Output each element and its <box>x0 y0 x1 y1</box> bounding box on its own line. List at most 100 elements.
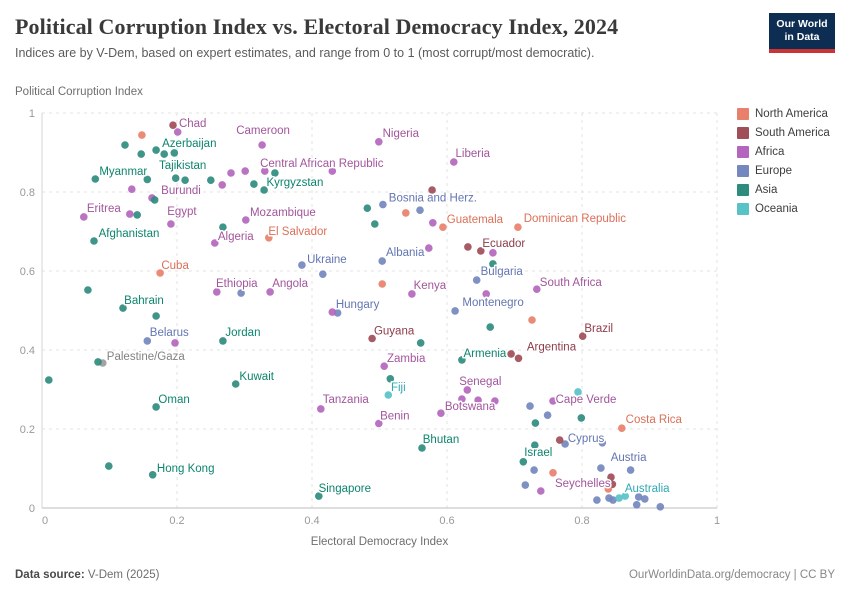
data-point-central-african-republic[interactable] <box>261 167 269 175</box>
data-point[interactable] <box>429 219 437 227</box>
country-label[interactable]: Dominican Republic <box>522 212 628 227</box>
country-label[interactable]: Kenya <box>412 278 448 293</box>
country-label[interactable]: Liberia <box>454 147 492 162</box>
data-point-liberia[interactable] <box>450 158 458 166</box>
data-point[interactable] <box>521 481 530 489</box>
country-label[interactable]: Algeria <box>216 230 255 245</box>
data-point-tanzania[interactable] <box>317 405 325 413</box>
data-point[interactable] <box>607 473 615 482</box>
country-label[interactable]: Australia <box>623 482 671 497</box>
data-point[interactable] <box>227 169 235 177</box>
country-label[interactable]: Guatemala <box>445 213 505 228</box>
data-point-albania[interactable] <box>378 257 387 265</box>
data-point[interactable] <box>609 496 617 504</box>
data-point[interactable] <box>555 436 564 444</box>
data-point[interactable] <box>458 395 466 403</box>
data-point-brazil[interactable] <box>578 332 587 341</box>
data-point-montenegro[interactable] <box>451 307 459 315</box>
data-point-argentina[interactable] <box>514 354 523 363</box>
legend-item-oceania[interactable]: Oceania <box>737 199 830 218</box>
data-point[interactable] <box>656 503 665 511</box>
country-label[interactable]: Tajikistan <box>158 159 208 174</box>
data-point[interactable] <box>219 223 227 231</box>
data-point[interactable] <box>133 211 141 219</box>
data-point-mozambique[interactable] <box>242 216 250 224</box>
data-point-belarus[interactable] <box>143 337 152 345</box>
country-label[interactable]: Kyrgyzstan <box>265 176 325 191</box>
data-point[interactable] <box>437 409 445 418</box>
data-point[interactable] <box>126 210 134 218</box>
data-point[interactable] <box>601 480 609 488</box>
data-point-cyprus[interactable] <box>561 440 569 448</box>
country-label[interactable]: Cape Verde <box>554 393 618 408</box>
data-point[interactable] <box>549 469 557 477</box>
country-label[interactable]: Eritrea <box>85 201 122 216</box>
country-label[interactable]: Tanzania <box>321 392 371 407</box>
data-point[interactable] <box>378 280 387 288</box>
data-point-armenia[interactable] <box>458 356 466 364</box>
data-point[interactable] <box>171 339 179 347</box>
country-label[interactable]: Jordan <box>224 325 262 340</box>
country-label[interactable]: Albania <box>385 246 427 261</box>
country-label[interactable]: Nigeria <box>381 126 421 141</box>
data-point-costa-rica[interactable] <box>618 424 626 433</box>
data-point-ukraine[interactable] <box>298 261 306 269</box>
data-point-dominican-republic[interactable] <box>514 223 522 231</box>
data-point[interactable] <box>531 419 540 427</box>
data-point[interactable] <box>143 175 152 184</box>
data-point-south-africa[interactable] <box>533 285 541 294</box>
legend-item-africa[interactable]: Africa <box>737 142 830 161</box>
data-point-hong-kong[interactable] <box>148 471 157 479</box>
country-label[interactable]: El Salvador <box>267 224 329 239</box>
data-point-azerbaijan[interactable] <box>170 149 179 157</box>
data-point[interactable] <box>121 141 129 149</box>
data-point[interactable] <box>464 243 472 251</box>
data-point-kenya[interactable] <box>408 290 416 298</box>
data-point[interactable] <box>402 209 410 217</box>
country-label[interactable]: Central African Republic <box>259 157 386 172</box>
data-point-bosnia-and-herz-[interactable] <box>379 200 387 209</box>
data-point-australia[interactable] <box>621 492 629 500</box>
data-point[interactable] <box>45 376 53 384</box>
data-point[interactable] <box>241 167 249 175</box>
legend-item-asia[interactable]: Asia <box>737 180 830 199</box>
data-point[interactable] <box>105 462 113 470</box>
country-label[interactable]: Benin <box>379 409 411 424</box>
data-point[interactable] <box>574 388 582 396</box>
data-point[interactable] <box>237 289 245 297</box>
data-point-kuwait[interactable] <box>231 380 240 388</box>
data-point-zambia[interactable] <box>380 362 389 371</box>
data-point[interactable] <box>319 270 327 279</box>
country-label[interactable]: Costa Rica <box>624 413 684 428</box>
country-label[interactable]: Botswana <box>443 400 497 415</box>
data-point-oman[interactable] <box>152 403 160 411</box>
data-point[interactable] <box>489 260 497 268</box>
country-label[interactable]: Egypt <box>166 205 199 220</box>
country-label[interactable]: Bahrain <box>123 294 166 309</box>
data-point-israel[interactable] <box>519 458 528 466</box>
data-point-bhutan[interactable] <box>418 444 426 452</box>
country-label[interactable]: Oman <box>157 392 191 407</box>
data-point[interactable] <box>531 441 539 450</box>
country-label[interactable]: Ecuador <box>481 236 527 251</box>
data-point[interactable] <box>386 375 395 383</box>
data-point-afghanistan[interactable] <box>90 237 98 245</box>
country-label[interactable]: Bulgaria <box>479 265 525 280</box>
country-label[interactable]: Myanmar <box>98 165 149 180</box>
country-label[interactable]: Hong Kong <box>155 461 216 476</box>
data-point-cuba[interactable] <box>156 269 164 277</box>
country-label[interactable]: Senegal <box>458 374 503 389</box>
country-label[interactable]: Guyana <box>372 324 416 339</box>
data-point[interactable] <box>260 186 268 194</box>
data-point-cape-verde[interactable] <box>549 397 557 405</box>
data-point[interactable] <box>543 411 552 420</box>
legend-item-europe[interactable]: Europe <box>737 161 830 180</box>
legend-item-south_america[interactable]: South America <box>737 123 830 142</box>
country-label[interactable]: Burundi <box>160 183 203 198</box>
data-point-algeria[interactable] <box>211 239 219 247</box>
data-point[interactable] <box>577 414 586 422</box>
data-point-fiji[interactable] <box>384 391 393 399</box>
data-point-singapore[interactable] <box>315 492 323 500</box>
data-point[interactable] <box>160 150 168 158</box>
data-point[interactable] <box>634 493 643 501</box>
